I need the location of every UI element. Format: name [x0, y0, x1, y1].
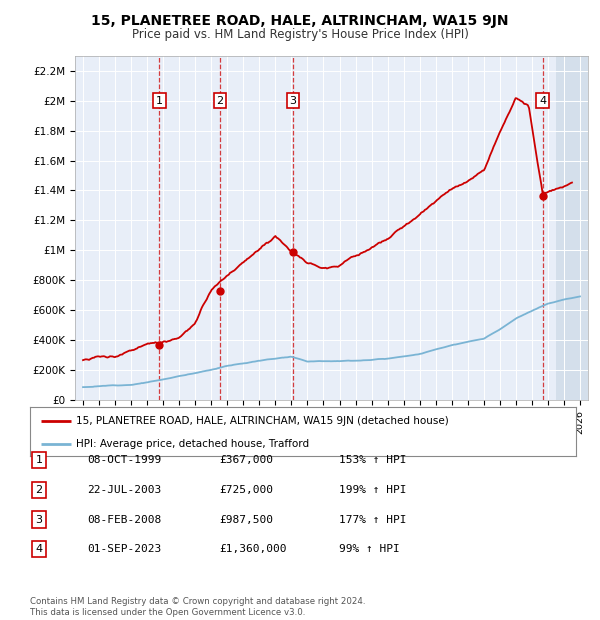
Text: 08-FEB-2008: 08-FEB-2008	[87, 515, 161, 525]
Text: Contains HM Land Registry data © Crown copyright and database right 2024.
This d: Contains HM Land Registry data © Crown c…	[30, 598, 365, 617]
Text: 22-JUL-2003: 22-JUL-2003	[87, 485, 161, 495]
Text: 3: 3	[290, 95, 296, 105]
Text: 3: 3	[35, 515, 43, 525]
Text: Price paid vs. HM Land Registry's House Price Index (HPI): Price paid vs. HM Land Registry's House …	[131, 28, 469, 41]
Text: 177% ↑ HPI: 177% ↑ HPI	[339, 515, 407, 525]
Text: 2: 2	[35, 485, 43, 495]
Text: 08-OCT-1999: 08-OCT-1999	[87, 455, 161, 465]
Text: £367,000: £367,000	[219, 455, 273, 465]
Bar	[556, 56, 588, 400]
Text: 99% ↑ HPI: 99% ↑ HPI	[339, 544, 400, 554]
Text: 2: 2	[217, 95, 224, 105]
Text: £725,000: £725,000	[219, 485, 273, 495]
Text: £987,500: £987,500	[219, 515, 273, 525]
Text: 4: 4	[539, 95, 546, 105]
Text: £1,360,000: £1,360,000	[219, 544, 287, 554]
Text: 4: 4	[35, 544, 43, 554]
Text: 1: 1	[35, 455, 43, 465]
Text: 1: 1	[156, 95, 163, 105]
Text: 01-SEP-2023: 01-SEP-2023	[87, 544, 161, 554]
Text: 15, PLANETREE ROAD, HALE, ALTRINCHAM, WA15 9JN: 15, PLANETREE ROAD, HALE, ALTRINCHAM, WA…	[91, 14, 509, 28]
Text: 15, PLANETREE ROAD, HALE, ALTRINCHAM, WA15 9JN (detached house): 15, PLANETREE ROAD, HALE, ALTRINCHAM, WA…	[76, 416, 449, 426]
Text: 199% ↑ HPI: 199% ↑ HPI	[339, 485, 407, 495]
Text: HPI: Average price, detached house, Trafford: HPI: Average price, detached house, Traf…	[76, 438, 310, 449]
Text: 153% ↑ HPI: 153% ↑ HPI	[339, 455, 407, 465]
